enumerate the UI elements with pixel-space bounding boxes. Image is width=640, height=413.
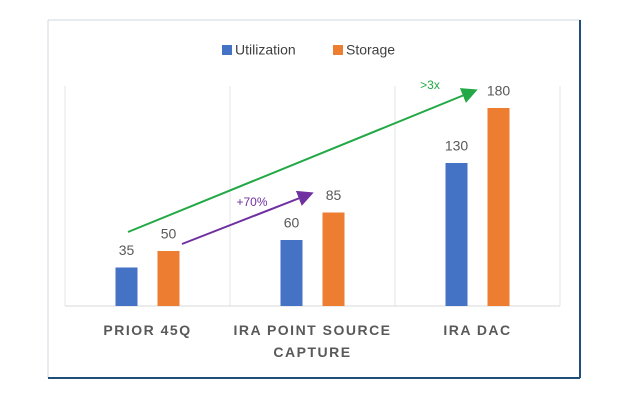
annotation: >3x <box>420 78 440 92</box>
bar <box>322 212 345 306</box>
value-label: 130 <box>445 138 469 154</box>
bar <box>487 108 510 306</box>
value-label: 50 <box>161 226 177 242</box>
legend-label: Utilization <box>235 42 296 58</box>
bar <box>115 267 138 306</box>
annotation: +70% <box>236 195 267 209</box>
x-tick-label: IRA DAC <box>443 322 512 338</box>
value-label: 60 <box>284 215 300 231</box>
value-label: 180 <box>487 83 511 99</box>
value-label: 85 <box>326 187 342 203</box>
bar <box>445 163 468 306</box>
arrow <box>127 88 478 233</box>
x-tick-label: PRIOR 45Q <box>103 322 192 338</box>
legend-swatch <box>222 45 232 55</box>
bar <box>280 240 303 306</box>
x-tick-label: IRA POINT SOURCE CAPTURE <box>233 322 392 360</box>
arrow <box>181 190 314 245</box>
legend-label: Storage <box>346 42 395 58</box>
legend-swatch <box>333 45 343 55</box>
value-label: 35 <box>119 242 135 258</box>
bar <box>157 251 180 306</box>
